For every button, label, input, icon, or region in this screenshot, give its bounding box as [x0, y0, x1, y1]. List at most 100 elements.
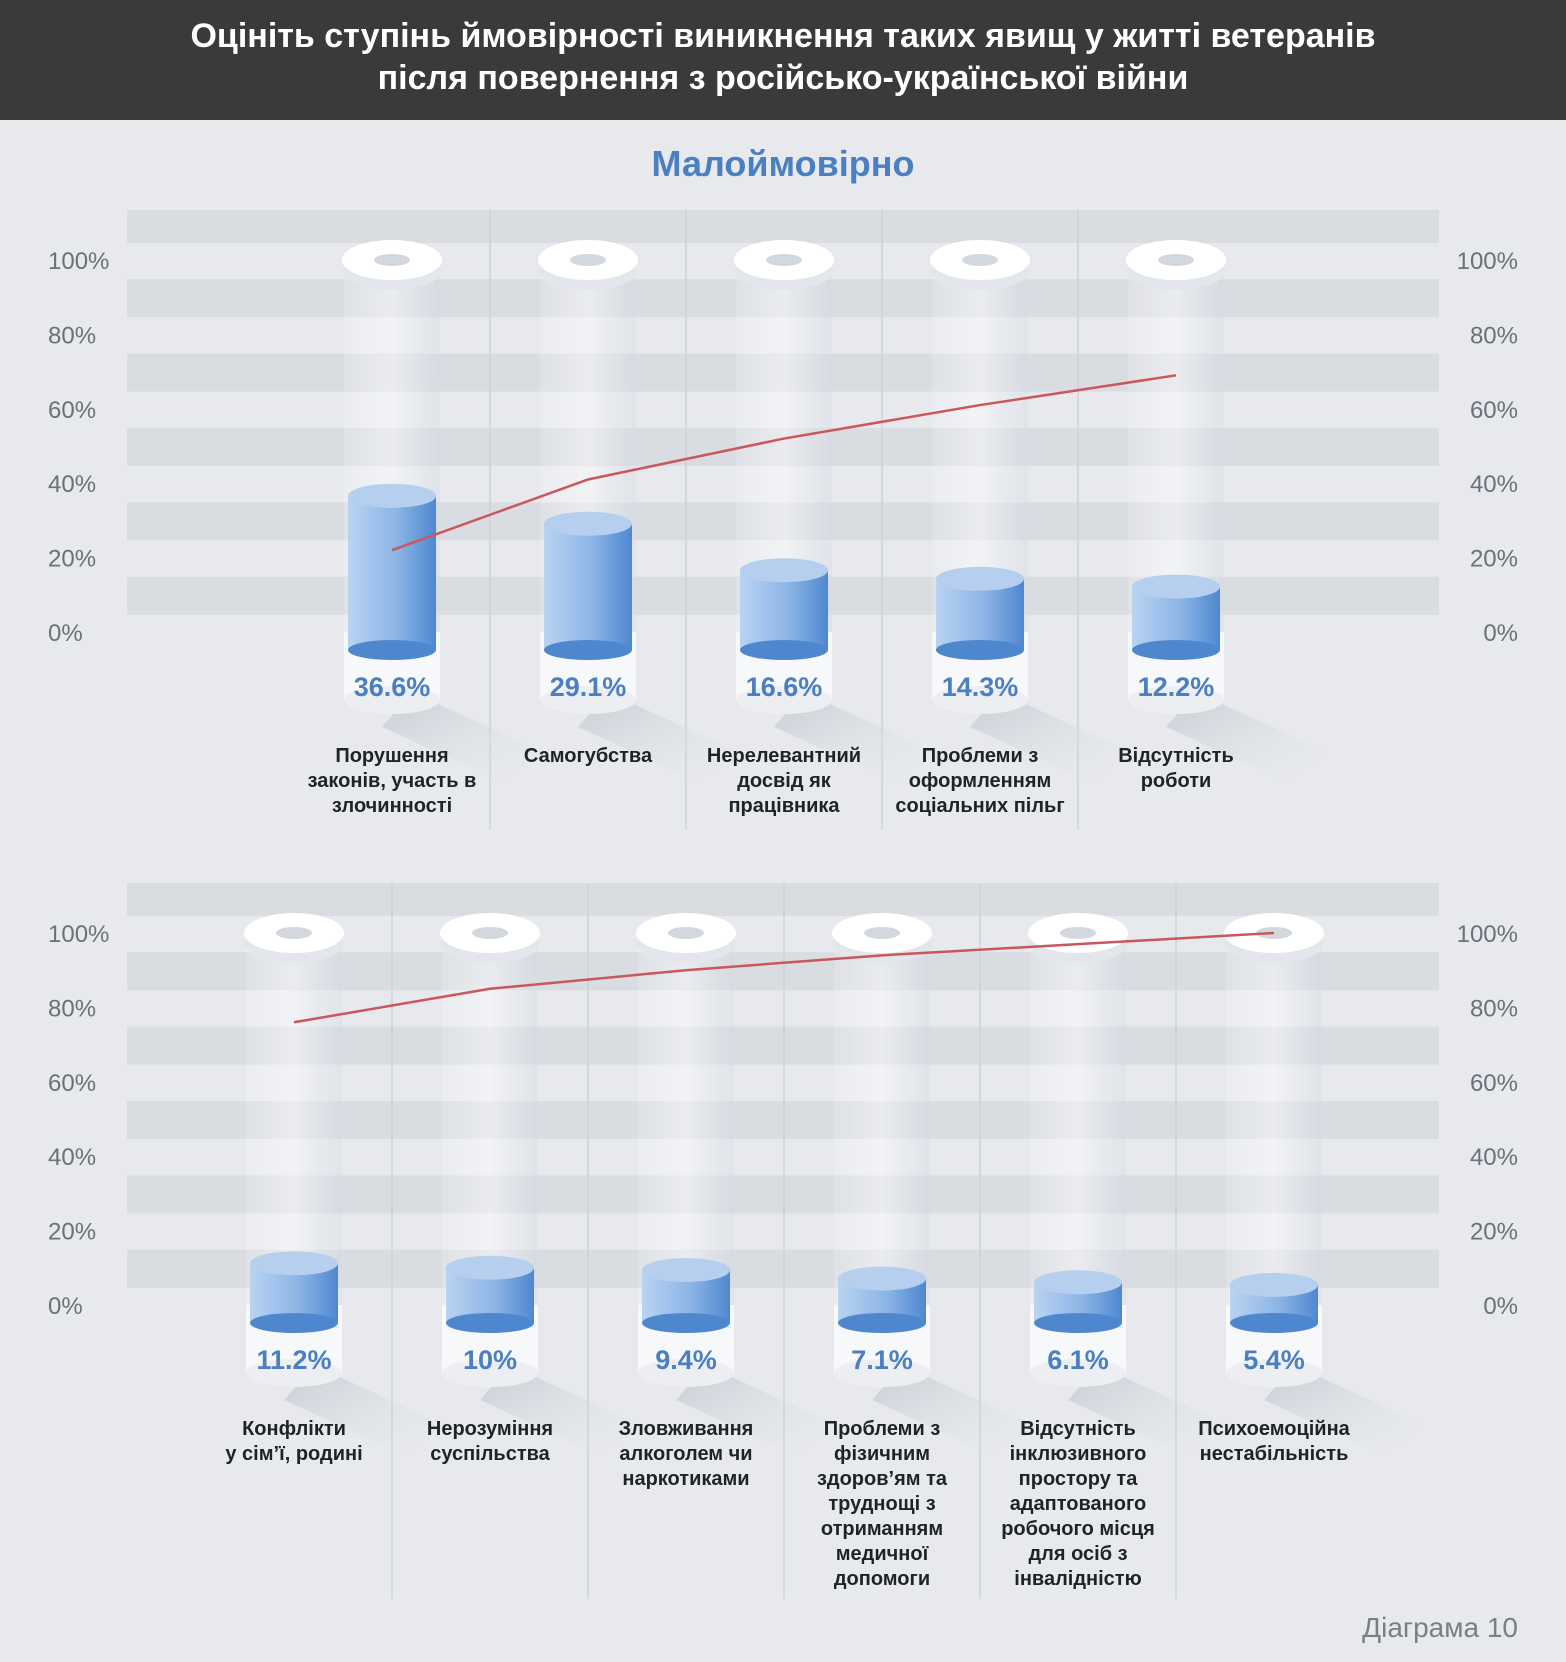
bar-base-bottom — [736, 686, 832, 714]
bar-bottom-cap — [348, 640, 436, 660]
tube-cap-hole — [276, 927, 312, 939]
category-label: Самогубства — [524, 745, 653, 767]
category-label: Зловживання алкоголем чи наркотиками — [619, 1418, 754, 1490]
y-tick-label-right: 40% — [1470, 1144, 1518, 1171]
category-label-line: Зловживання — [619, 1418, 754, 1440]
category-label-line: суспільства — [430, 1443, 550, 1465]
bar-bottom-cap — [1034, 1313, 1122, 1333]
category-label-line: здоров’ям та — [817, 1468, 948, 1490]
bar-bottom-cap — [446, 1313, 534, 1333]
bar-base-bottom — [442, 1359, 538, 1387]
category-label-line: працівника — [728, 795, 840, 817]
y-tick-label-right: 100% — [1457, 248, 1518, 275]
category-label: Конфлікти у сім’ї, родині — [225, 1418, 362, 1465]
bar-shadow — [676, 1365, 836, 1455]
glass-tube — [1030, 933, 1126, 1305]
tube-cap-hole — [1060, 927, 1096, 939]
bar-shadow — [1264, 1365, 1424, 1455]
bar-shadow — [578, 692, 738, 782]
grid-stripe — [127, 1101, 1439, 1139]
y-tick-label-right: 20% — [1470, 1219, 1518, 1246]
category-label-line: простору та — [1019, 1468, 1139, 1490]
bar-base-bottom — [1128, 686, 1224, 714]
category-label-line: Відсутність — [1118, 745, 1234, 767]
chart-top: 0% 0% 20% 20% 40% 40% 60% 60% 80% 80% 100% 100% 36.6… — [48, 210, 1518, 830]
tube-cap-hole — [1158, 254, 1194, 266]
y-tick-label-left: 0% — [48, 620, 83, 647]
y-tick-label-right: 40% — [1470, 471, 1518, 498]
category-label: Відсутність роботи — [1118, 745, 1234, 792]
y-tick-label-left: 20% — [48, 546, 96, 573]
cumulative-line — [293, 931, 1275, 1024]
tube-cap-hole — [668, 927, 704, 939]
category-label-line: нестабільність — [1200, 1443, 1349, 1465]
y-tick-label-left: 80% — [48, 995, 96, 1022]
bar-bottom-cap — [1230, 1313, 1318, 1333]
bar-top-cap — [1132, 574, 1220, 599]
y-tick-label-left: 80% — [48, 322, 96, 349]
bar-top-cap — [1230, 1272, 1318, 1297]
bar-base-bottom — [246, 1359, 342, 1387]
bar-top-cap — [642, 1258, 730, 1283]
grid-stripe — [127, 952, 1439, 991]
y-tick-label-left: 20% — [48, 1219, 96, 1246]
value-label: 7.1% — [851, 1345, 913, 1375]
bar-top-cap — [838, 1266, 926, 1291]
value-label: 36.6% — [354, 672, 431, 702]
tube-cap-hole — [472, 927, 508, 939]
chart-title-line-2: після повернення з російсько-української… — [377, 59, 1189, 97]
chart-subtitle: Малоймовірно — [651, 143, 915, 184]
bar-top-cap — [250, 1251, 338, 1276]
bar-base-bottom — [540, 686, 636, 714]
y-tick-label-right: 80% — [1470, 995, 1518, 1022]
grid-stripe — [127, 210, 1439, 243]
category-label: Проблеми з оформленням соціальних пільг — [895, 745, 1064, 817]
category-label-line: для осіб з — [1028, 1543, 1127, 1565]
grid-stripe — [127, 883, 1439, 916]
bar-base-bottom — [1030, 1359, 1126, 1387]
bar — [544, 523, 632, 650]
y-tick-label-right: 60% — [1470, 397, 1518, 424]
y-tick-label-left: 0% — [48, 1293, 83, 1320]
bar-bottom-cap — [250, 1313, 338, 1333]
grid-stripe — [127, 1249, 1439, 1288]
bar-shadow — [774, 692, 934, 782]
value-label: 5.4% — [1243, 1345, 1305, 1375]
glass-tube — [246, 933, 342, 1305]
category-label-line: Проблеми з — [824, 1418, 941, 1440]
bar-bottom-cap — [838, 1313, 926, 1333]
tube-cap-hole — [374, 254, 410, 266]
bar-shadow — [1068, 1365, 1228, 1455]
category-label-line: досвід як — [737, 770, 832, 792]
category-label-line: отриманням — [821, 1518, 943, 1540]
bar-shadow — [480, 1365, 640, 1455]
glass-tube — [834, 933, 930, 1305]
category-label-line: Порушення — [335, 745, 448, 767]
bar-base-bottom — [1226, 1359, 1322, 1387]
bar-base-bottom — [638, 1359, 734, 1387]
category-label-line: медичної — [836, 1543, 929, 1565]
bar-base-bottom — [834, 1359, 930, 1387]
y-tick-label-right: 80% — [1470, 322, 1518, 349]
bar-top-cap — [1034, 1270, 1122, 1295]
value-label: 10% — [463, 1345, 517, 1375]
bar-top-cap — [936, 566, 1024, 591]
category-label: Порушення законів, участь в злочинності — [308, 745, 477, 817]
value-label: 29.1% — [550, 672, 627, 702]
grid-stripe — [127, 1026, 1439, 1065]
category-label-line: роботи — [1141, 770, 1212, 792]
y-tick-label-left: 40% — [48, 471, 96, 498]
chart-bottom: 0% 0% 20% 20% 40% 40% 60% 60% 80% 80% 100% 100% 11.2… — [48, 883, 1518, 1599]
value-label: 16.6% — [746, 672, 823, 702]
y-tick-label-left: 100% — [48, 921, 109, 948]
bar — [348, 495, 436, 650]
category-label-line: злочинності — [332, 795, 452, 817]
glass-tube — [1226, 933, 1322, 1305]
category-label-line: соціальних пільг — [895, 795, 1064, 817]
y-tick-label-right: 20% — [1470, 546, 1518, 573]
value-label: 14.3% — [942, 672, 1019, 702]
bar-shadow — [970, 692, 1130, 782]
category-label-line: інклюзивного — [1010, 1443, 1147, 1465]
value-label: 9.4% — [655, 1345, 717, 1375]
category-label-line: Нерозуміння — [427, 1418, 553, 1440]
